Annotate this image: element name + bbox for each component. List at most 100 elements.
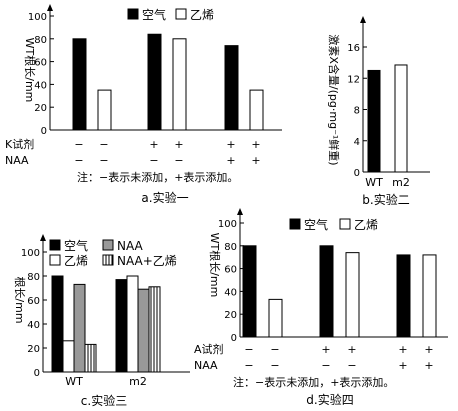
legend-swatch-air xyxy=(49,239,61,251)
y-axis-arrow xyxy=(360,16,366,23)
bar-ethylene xyxy=(97,89,112,131)
y-axis-label: WT根长/mm xyxy=(23,38,37,103)
treatment-row-label: NAA xyxy=(194,359,218,372)
bar-ethylene xyxy=(62,340,75,373)
x-tick-label: WT xyxy=(365,176,383,189)
treatment-mark: − xyxy=(74,138,83,151)
y-tick-label: 80 xyxy=(27,272,40,283)
y-tick-label: 20 xyxy=(34,103,47,114)
legend-swatch-ethylene xyxy=(339,218,351,230)
x-tick-label: m2 xyxy=(392,176,410,189)
treatment-mark: + xyxy=(398,343,407,356)
bar-air xyxy=(115,279,128,373)
y-tick-label: 8 xyxy=(354,106,360,117)
bar-air xyxy=(242,245,257,338)
bar-ethylene xyxy=(345,252,360,338)
legend-label: NAA xyxy=(117,239,144,253)
treatment-mark: + xyxy=(174,138,183,151)
legend-swatch-naa-ethylene xyxy=(102,254,114,266)
y-tick-label: 60 xyxy=(27,296,40,307)
treatment-row-label: NAA xyxy=(5,154,29,167)
footnote: 注：−表示未添加，+表示添加。 xyxy=(233,375,394,389)
treatment-mark: − xyxy=(99,154,108,167)
treatment-mark: − xyxy=(74,154,83,167)
y-tick-label: 40 xyxy=(27,320,40,331)
bar-air xyxy=(147,33,162,131)
treatment-mark: − xyxy=(149,154,158,167)
bar-ethylene xyxy=(249,89,264,131)
legend-label-air: 空气 xyxy=(304,217,328,232)
treatment-mark: − xyxy=(347,359,356,372)
y-axis-label: WT根长/mm xyxy=(208,233,222,298)
bar-naa-ethylene xyxy=(84,343,97,373)
bar xyxy=(367,69,381,173)
bar-naa-ethylene xyxy=(148,286,161,373)
bar-naa xyxy=(73,283,86,373)
bar xyxy=(394,64,408,173)
y-tick-label: 20 xyxy=(224,310,237,321)
legend-label-ethylene: 乙烯 xyxy=(354,218,378,232)
legend-swatch-air xyxy=(127,8,139,20)
y-tick-label: 40 xyxy=(34,80,47,91)
panel-caption: c.实验三 xyxy=(81,393,127,408)
bar-air xyxy=(72,38,87,131)
treatment-row-label: K试剂 xyxy=(5,137,34,151)
bar-ethylene xyxy=(422,254,437,338)
treatment-mark: + xyxy=(251,138,260,151)
treatment-row-label: A试剂 xyxy=(194,342,224,356)
legend-swatch-naa xyxy=(102,239,114,251)
treatment-mark: − xyxy=(244,343,253,356)
bar-air xyxy=(224,45,239,131)
y-tick-label: 16 xyxy=(347,43,360,54)
legend-label: 乙烯 xyxy=(64,254,88,268)
treatment-mark: + xyxy=(251,154,260,167)
y-axis-arrow xyxy=(47,4,53,11)
treatment-mark: − xyxy=(270,359,279,372)
treatment-mark: − xyxy=(270,343,279,356)
y-tick-label: 80 xyxy=(34,35,47,46)
treatment-mark: − xyxy=(174,154,183,167)
bar-air xyxy=(51,275,64,373)
legend-swatch-ethylene xyxy=(49,254,61,266)
x-tick-label: WT xyxy=(65,375,83,388)
y-axis-arrow xyxy=(237,208,243,215)
treatment-mark: + xyxy=(398,359,407,372)
bar-ethylene xyxy=(126,275,139,373)
panel-caption: d.实验四 xyxy=(306,392,353,407)
bar-ethylene xyxy=(268,298,283,338)
bar-ethylene xyxy=(172,38,187,131)
y-tick-label: 40 xyxy=(224,287,237,298)
y-axis-label: 激素X含量/(pg·mg⁻¹鲜重) xyxy=(327,34,341,165)
x-tick-label: m2 xyxy=(129,375,147,388)
y-tick-label: 100 xyxy=(21,248,40,259)
legend-label: NAA+乙烯 xyxy=(117,254,177,268)
y-tick-label: 60 xyxy=(34,58,47,69)
treatment-mark: − xyxy=(321,359,330,372)
treatment-mark: + xyxy=(149,138,158,151)
y-tick-label: 0 xyxy=(231,333,237,344)
legend-swatch-ethylene xyxy=(175,8,187,20)
treatment-mark: − xyxy=(244,359,253,372)
y-axis-label: 根长/mm xyxy=(13,276,27,323)
treatment-mark: + xyxy=(424,359,433,372)
treatment-mark: + xyxy=(226,154,235,167)
treatment-mark: + xyxy=(347,343,356,356)
legend-swatch-air xyxy=(289,218,301,230)
y-tick-label: 4 xyxy=(354,137,360,148)
y-tick-label: 20 xyxy=(27,344,40,355)
y-tick-label: 0 xyxy=(34,368,40,379)
treatment-mark: + xyxy=(321,343,330,356)
legend-label-ethylene: 乙烯 xyxy=(190,8,214,22)
treatment-mark: + xyxy=(226,138,235,151)
bar-air xyxy=(396,254,411,338)
y-tick-label: 100 xyxy=(218,219,237,230)
treatment-mark: − xyxy=(99,138,108,151)
y-tick-label: 0 xyxy=(354,168,360,179)
treatment-mark: + xyxy=(424,343,433,356)
y-axis-arrow xyxy=(40,234,46,241)
y-tick-label: 80 xyxy=(224,242,237,253)
y-tick-label: 12 xyxy=(347,74,360,85)
panel-caption: a.实验一 xyxy=(141,190,188,205)
bar-naa xyxy=(137,288,150,373)
